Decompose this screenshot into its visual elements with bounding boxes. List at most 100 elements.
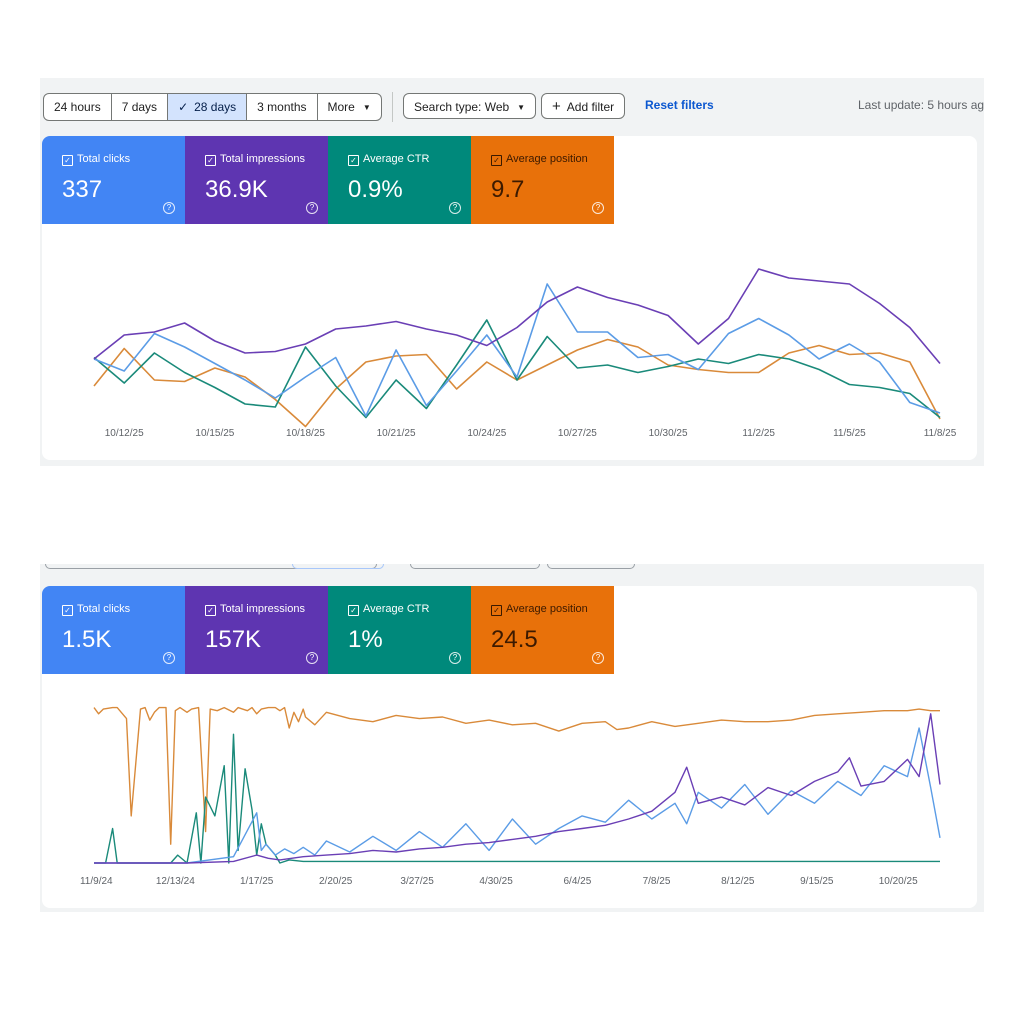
metric-label: Average position [506, 153, 588, 165]
checkbox-icon: ✓ [348, 605, 359, 616]
x-tick-label: 11/2/25 [742, 428, 775, 439]
date-range-selector: 24 hours 7 days ✓ 28 days 3 months More ▼ [43, 93, 382, 121]
metric-label: Average CTR [363, 153, 430, 165]
series-line-impressions [93, 268, 941, 365]
metric-label: Total clicks [77, 603, 131, 615]
x-tick-label: 3/27/25 [400, 876, 434, 887]
range-28-days-label: 28 days [194, 100, 237, 114]
x-tick-label: 10/30/25 [649, 428, 688, 439]
help-icon[interactable]: ? [449, 202, 461, 214]
x-tick-label: 10/27/25 [558, 428, 597, 439]
x-tick-label: 10/21/25 [377, 428, 416, 439]
x-tick-label: 10/15/25 [195, 428, 234, 439]
metric-tile-total-impressions[interactable]: ✓ Total impressions 36.9K ? [185, 136, 328, 224]
metric-value: 9.7 [491, 176, 525, 203]
series-line-clicks [94, 727, 941, 864]
checkbox-icon: ✓ [491, 605, 502, 616]
help-icon[interactable]: ? [163, 202, 175, 214]
help-icon[interactable]: ? [449, 652, 461, 664]
metric-value: 0.9% [348, 176, 403, 203]
metric-tile-total-impressions[interactable]: ✓ Total impressions 157K ? [185, 586, 328, 674]
metric-tile-total-clicks[interactable]: ✓ Total clicks 1.5K ? [42, 586, 185, 674]
range-3-months[interactable]: 3 months [247, 94, 318, 120]
x-tick-label: 10/20/25 [879, 876, 918, 887]
x-tick-label: 9/15/25 [800, 876, 834, 887]
metric-label: Total impressions [220, 603, 305, 615]
range-24-hours[interactable]: 24 hours [44, 94, 112, 120]
performance-chart-card: 10/12/25 10/15/25 10/18/25 10/21/25 10/24/25… [42, 136, 977, 460]
metric-value: 157K [205, 626, 262, 653]
search-type-label: Search type: Web [414, 100, 510, 114]
metric-tile-average-ctr[interactable]: ✓ Average CTR 1% ? [328, 586, 471, 674]
performance-chart-card: 11/9/24 12/13/24 1/17/25 2/20/25 3/27/25 4/30… [42, 586, 977, 908]
series-line-ctr [94, 733, 940, 864]
x-tick-label: 1/17/25 [240, 876, 274, 887]
metric-tile-total-clicks[interactable]: ✓ Total clicks 337 ? [42, 136, 185, 224]
caret-down-icon: ▼ [362, 103, 371, 112]
performance-chart-28-days: 10/12/25 10/15/25 10/18/25 10/21/25 10/24/25… [93, 268, 957, 439]
more-label: More [327, 100, 355, 114]
series-line-clicks [93, 283, 941, 417]
add-filter-button[interactable]: + Add filter [541, 93, 626, 119]
x-tick-label: 7/8/25 [643, 876, 671, 887]
plus-icon: + [552, 98, 561, 115]
series-line-position [93, 706, 940, 845]
x-tick-label: 8/12/25 [721, 876, 755, 887]
help-icon[interactable]: ? [163, 652, 175, 664]
more-ranges-dropdown[interactable]: More ▼ [318, 94, 381, 120]
help-icon[interactable]: ? [306, 202, 318, 214]
checkbox-icon: ✓ [348, 155, 359, 166]
x-tick-label: 6/4/25 [563, 876, 591, 887]
performance-chart-12-months: 11/9/24 12/13/24 1/17/25 2/20/25 3/27/25 4/30… [80, 706, 941, 887]
x-tick-label: 10/12/25 [105, 428, 144, 439]
metric-tile-average-position[interactable]: ✓ Average position 24.5 ? [471, 586, 614, 674]
help-icon[interactable]: ? [592, 202, 604, 214]
help-icon[interactable]: ? [306, 652, 318, 664]
checkbox-icon: ✓ [491, 155, 502, 166]
last-update-text: Last update: 5 hours ago [858, 98, 984, 112]
performance-panel-28-days: 24 hours 7 days ✓ 28 days 3 months More ▼ … [40, 78, 984, 466]
metric-value: 24.5 [491, 626, 538, 653]
metric-label: Total clicks [77, 153, 131, 165]
check-icon: ✓ [178, 100, 189, 114]
x-tick-label: 10/24/25 [467, 428, 506, 439]
cropped-search-type [410, 564, 540, 569]
x-tick-label: 2/20/25 [319, 876, 353, 887]
metric-value: 1.5K [62, 626, 112, 653]
checkbox-icon: ✓ [205, 155, 216, 166]
toolbar-divider [392, 92, 393, 122]
x-tick-label: 11/9/24 [80, 876, 113, 887]
x-tick-label: 12/13/24 [156, 876, 195, 887]
metric-value: 36.9K [205, 176, 268, 203]
x-tick-label: 10/18/25 [286, 428, 325, 439]
x-tick-label: 11/8/25 [924, 428, 957, 439]
cropped-add-filter [547, 564, 635, 569]
series-line-position [93, 338, 941, 428]
x-tick-label: 11/5/25 [833, 428, 866, 439]
range-28-days[interactable]: ✓ 28 days [168, 94, 248, 120]
metric-tiles: ✓ Total clicks 337 ? ✓ Total impressions… [42, 136, 614, 224]
checkbox-icon: ✓ [205, 605, 216, 616]
metric-label: Average position [506, 603, 588, 615]
search-type-dropdown[interactable]: Search type: Web ▼ [403, 93, 537, 119]
add-filter-label: Add filter [566, 100, 615, 114]
metric-value: 1% [348, 626, 383, 653]
filter-toolbar: 24 hours 7 days ✓ 28 days 3 months More ▼ … [40, 78, 984, 134]
range-7-days[interactable]: 7 days [112, 94, 169, 120]
checkbox-icon: ✓ [62, 605, 73, 616]
series-line-impressions [94, 713, 941, 864]
series-line-ctr [93, 319, 941, 419]
metric-tiles: ✓ Total clicks 1.5K ? ✓ Total impression… [42, 586, 614, 674]
metric-label: Average CTR [363, 603, 430, 615]
checkbox-icon: ✓ [62, 155, 73, 166]
metric-tile-average-position[interactable]: ✓ Average position 9.7 ? [471, 136, 614, 224]
metric-tile-average-ctr[interactable]: ✓ Average CTR 0.9% ? [328, 136, 471, 224]
metric-label: Total impressions [220, 153, 305, 165]
caret-down-icon: ▼ [517, 103, 526, 112]
cropped-active-range [292, 564, 384, 569]
reset-filters-link[interactable]: Reset filters [645, 98, 714, 112]
x-tick-label: 4/30/25 [479, 876, 513, 887]
metric-value: 337 [62, 176, 103, 203]
performance-panel-12-months: 11/9/24 12/13/24 1/17/25 2/20/25 3/27/25 4/30… [40, 564, 984, 912]
help-icon[interactable]: ? [592, 652, 604, 664]
